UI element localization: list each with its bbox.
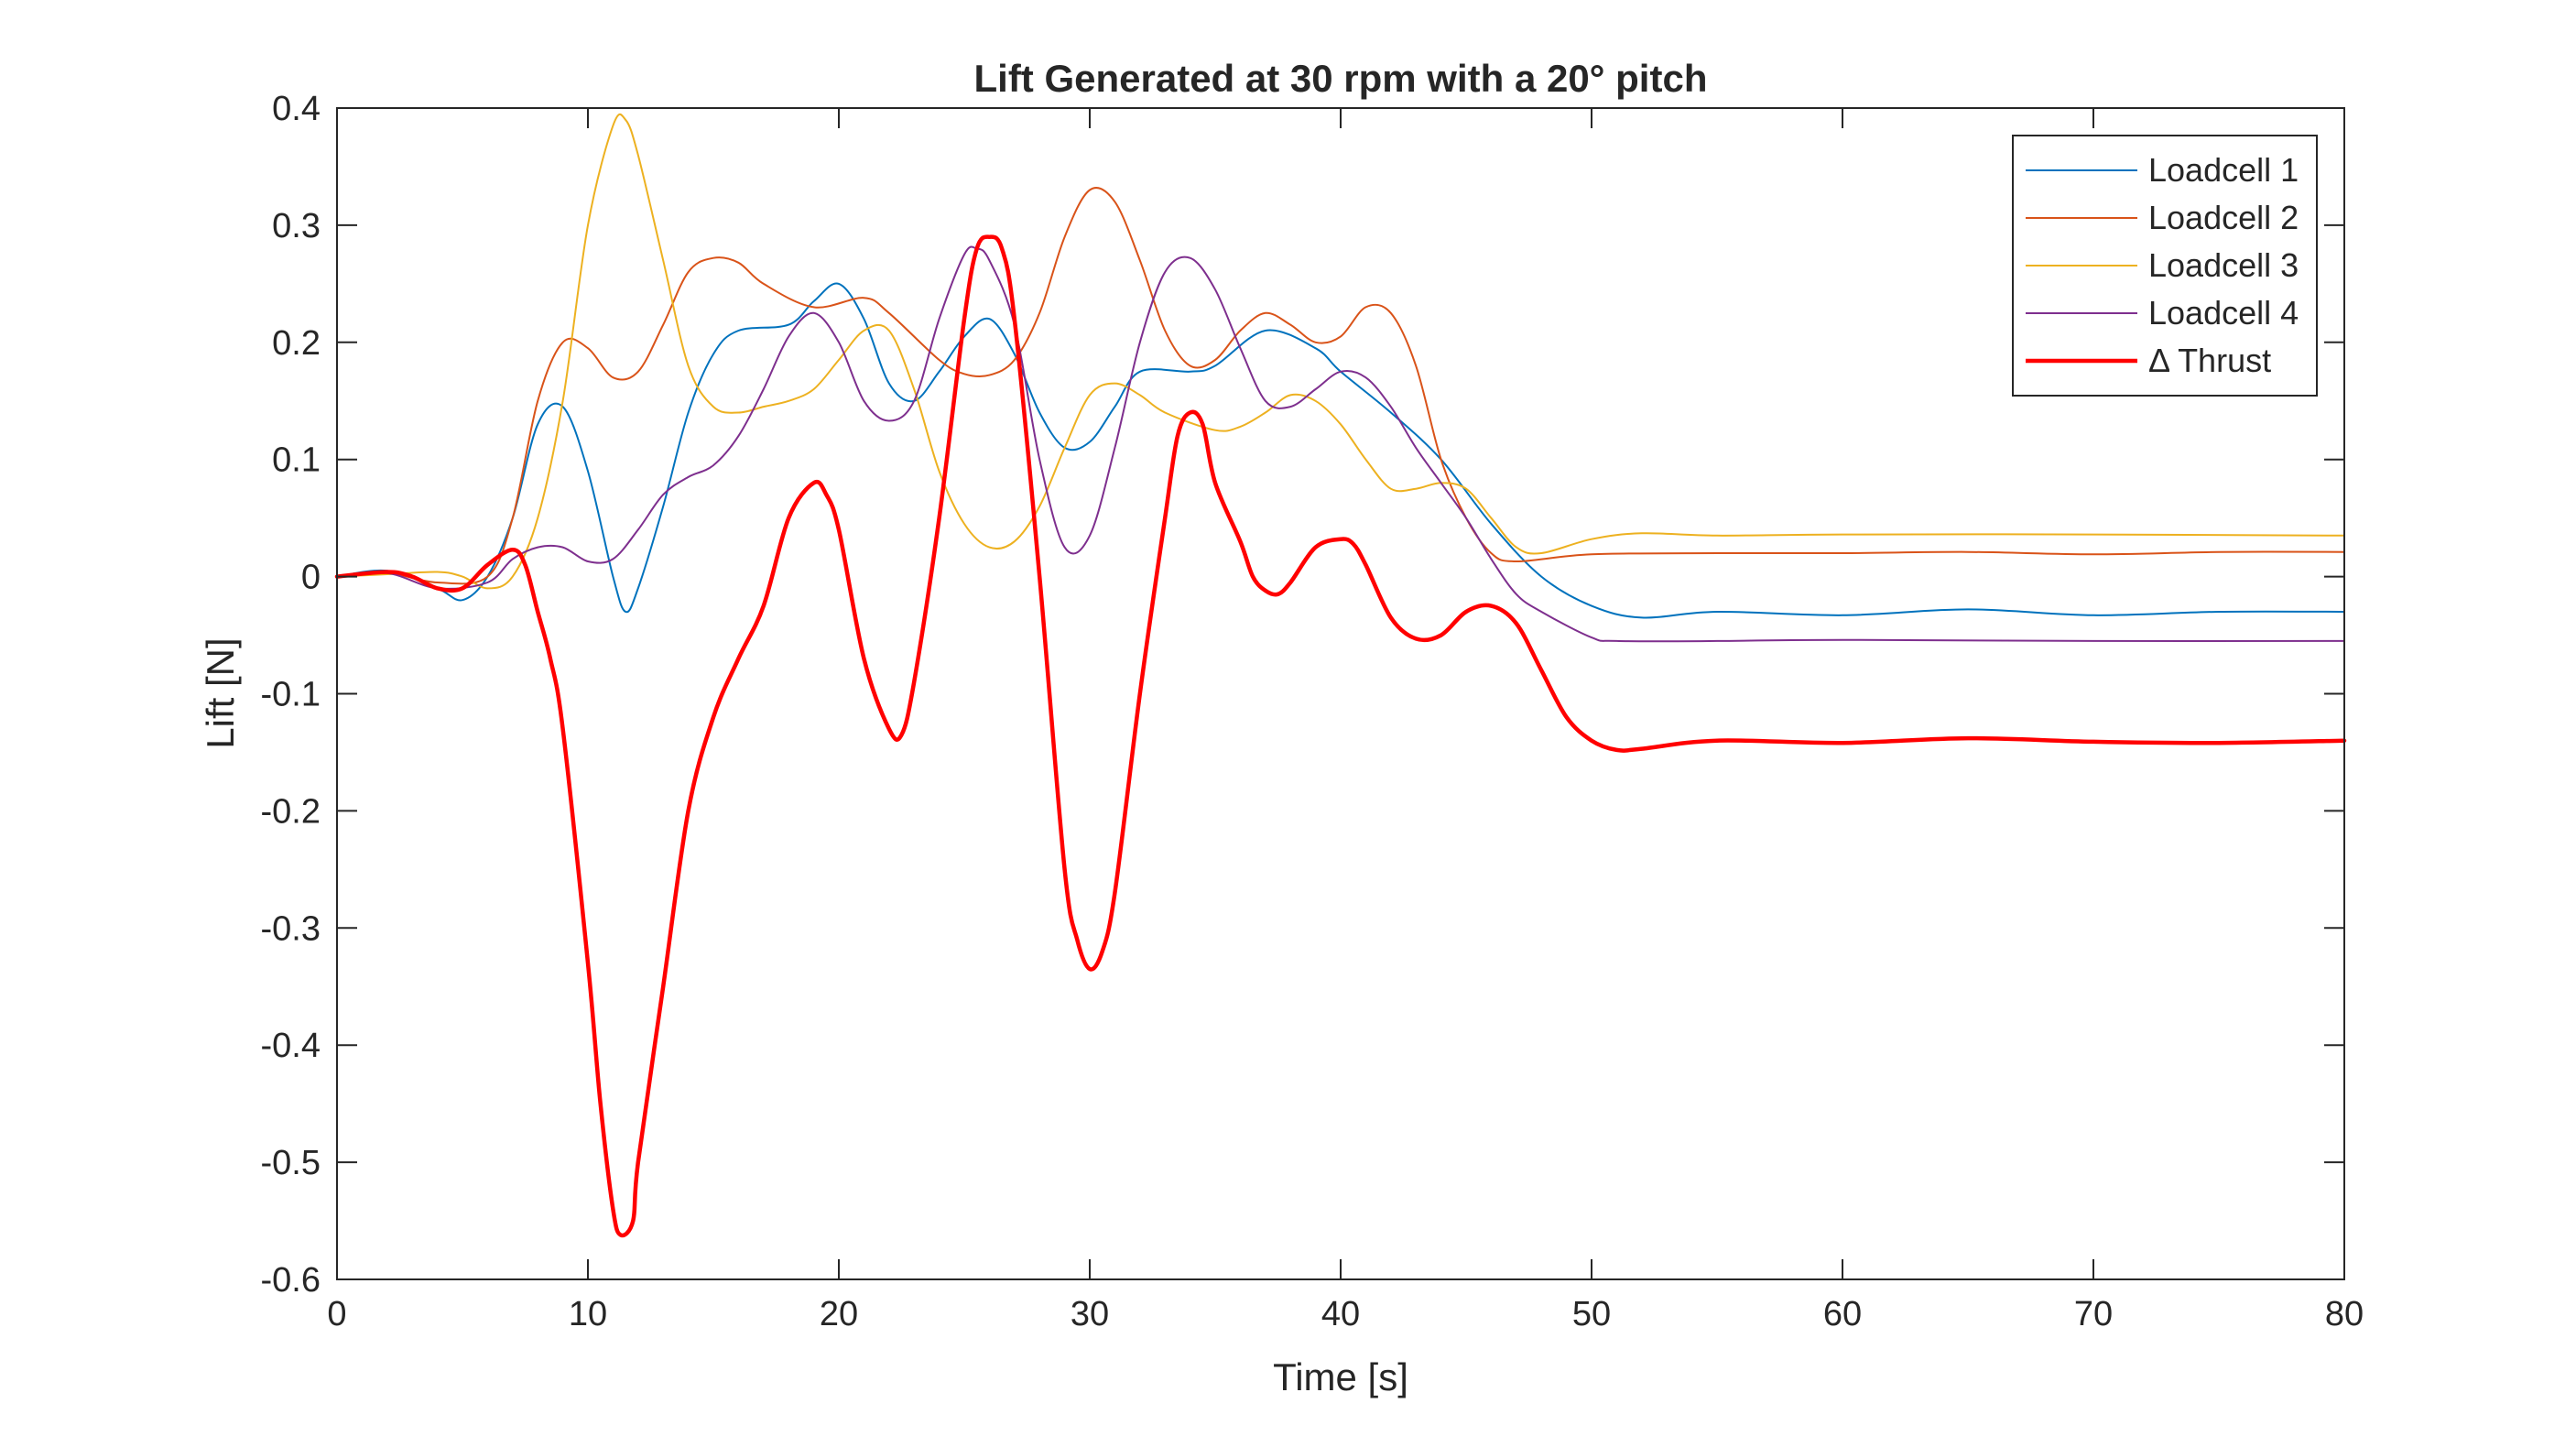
y-tick-label: -0.4 bbox=[261, 1027, 321, 1065]
series-layer bbox=[334, 113, 2347, 1238]
y-tick-label: 0.4 bbox=[272, 90, 321, 128]
x-tick-label: 20 bbox=[820, 1295, 858, 1333]
x-tick-label: 30 bbox=[1071, 1295, 1109, 1333]
y-tick-label: 0 bbox=[301, 559, 321, 597]
y-tick-label: -0.2 bbox=[261, 792, 321, 831]
legend-entry-label: Loadcell 3 bbox=[2148, 246, 2299, 284]
x-tick-label: 40 bbox=[1321, 1295, 1360, 1333]
y-tick-label: 0.1 bbox=[272, 441, 321, 480]
y-tick-label: 0.3 bbox=[272, 207, 321, 245]
legend: Loadcell 1 Loadcell 2 Loadcell 3 Loadcell 4… bbox=[2012, 135, 2318, 397]
series-line-4 bbox=[336, 245, 2345, 643]
chart-title: Lift Generated at 30 rpm with a 20° pitc… bbox=[974, 57, 1708, 100]
series-line-5 bbox=[334, 234, 2347, 1238]
series-line-1 bbox=[336, 282, 2345, 619]
y-axis-label: Lift [N] bbox=[199, 637, 242, 748]
legend-entry-label: Loadcell 1 bbox=[2148, 151, 2299, 189]
x-tick-label: 70 bbox=[2074, 1295, 2113, 1333]
x-tick-label: 60 bbox=[1823, 1295, 1862, 1333]
legend-entry-label: Δ Thrust bbox=[2148, 342, 2271, 379]
plot-area bbox=[337, 108, 2344, 1279]
x-tick-label: 0 bbox=[327, 1295, 346, 1333]
y-tick-label: -0.5 bbox=[261, 1144, 321, 1182]
tick-layer: 0 10 20 30 40 50 60 70 80 -0.6 -0.5 -0.4 -0.3 -0.2 -0.… bbox=[261, 90, 2364, 1333]
y-tick-label: -0.1 bbox=[261, 676, 321, 714]
x-tick-label: 80 bbox=[2325, 1295, 2364, 1333]
series-line-2 bbox=[336, 187, 2345, 585]
y-tick-label: -0.6 bbox=[261, 1261, 321, 1300]
series-line-3 bbox=[336, 113, 2345, 590]
x-tick-label: 10 bbox=[569, 1295, 607, 1333]
legend-entry-label: Loadcell 2 bbox=[2148, 199, 2299, 236]
y-tick-label: -0.3 bbox=[261, 909, 321, 948]
x-axis-label: Time [s] bbox=[1273, 1355, 1408, 1398]
legend-entry-label: Loadcell 4 bbox=[2148, 294, 2299, 332]
x-tick-label: 50 bbox=[1572, 1295, 1611, 1333]
y-tick-label: 0.2 bbox=[272, 324, 321, 363]
